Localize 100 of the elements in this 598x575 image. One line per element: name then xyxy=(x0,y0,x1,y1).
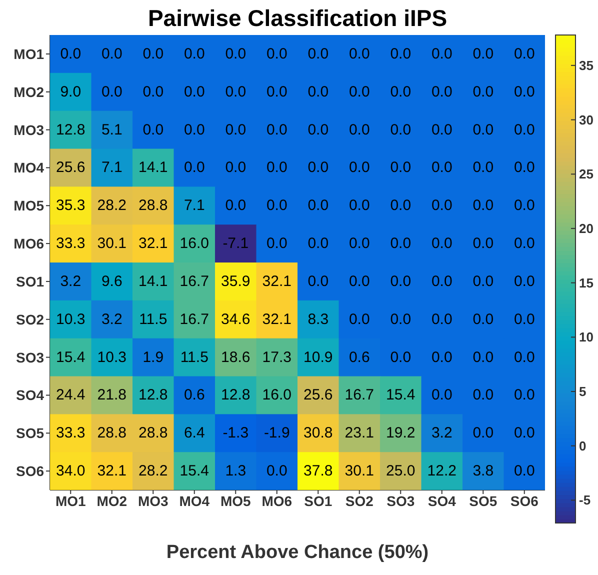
y-tick-label: SO6 xyxy=(16,463,44,480)
data-label: 32.1 xyxy=(138,235,168,252)
color-bar-label: 15 xyxy=(579,275,594,290)
data-label: 6.4 xyxy=(184,424,205,442)
data-label: 34.6 xyxy=(221,310,250,328)
data-label: 0.0 xyxy=(431,348,452,366)
x-tick-label: MO4 xyxy=(179,492,210,509)
x-tick-label: MO6 xyxy=(262,492,292,509)
data-label: 1.3 xyxy=(225,462,246,480)
data-label: 11.5 xyxy=(180,348,208,366)
data-label: 0.0 xyxy=(514,386,535,404)
y-tick-label: MO4 xyxy=(14,160,44,176)
x-tick-label: SO1 xyxy=(304,492,332,509)
data-label: 0.0 xyxy=(472,272,494,290)
data-label: 14.1 xyxy=(138,272,168,290)
data-label: 10.9 xyxy=(304,348,333,366)
data-label: 0.0 xyxy=(390,348,412,366)
x-tick-label: SO2 xyxy=(345,492,374,509)
data-label: 21.8 xyxy=(97,386,126,404)
data-label: 3.8 xyxy=(472,462,494,480)
data-label: 0.0 xyxy=(348,235,370,252)
data-label: 0.0 xyxy=(431,159,452,176)
data-label: 32.1 xyxy=(97,462,126,480)
color-bar-label: 0 xyxy=(579,438,586,454)
data-label: 0.0 xyxy=(142,45,164,62)
data-label: 30.1 xyxy=(97,235,126,252)
data-label: 30.8 xyxy=(304,424,333,442)
data-label: 12.2 xyxy=(427,462,456,480)
x-tick-label: MO3 xyxy=(138,492,169,509)
data-label: 0.0 xyxy=(390,235,412,252)
data-label: 7.1 xyxy=(101,159,122,176)
data-label: 0.0 xyxy=(472,386,494,404)
data-label: 35.9 xyxy=(221,272,250,290)
x-tick-label: MO1 xyxy=(55,492,86,509)
data-label: 0.0 xyxy=(308,121,329,138)
data-label: 0.0 xyxy=(266,462,288,480)
color-bar-label: 20 xyxy=(579,220,594,236)
data-label: 35.3 xyxy=(56,197,86,214)
x-tick-label: SO6 xyxy=(510,492,539,509)
data-label: 0.0 xyxy=(431,272,452,290)
data-label: 0.0 xyxy=(431,386,452,404)
data-label: 0.0 xyxy=(266,121,288,138)
data-label: 33.3 xyxy=(56,235,86,252)
data-label: 0.0 xyxy=(390,272,412,290)
data-label: 0.0 xyxy=(431,83,452,100)
data-label: 0.0 xyxy=(348,121,370,138)
data-label: 0.0 xyxy=(514,197,535,214)
data-label: 9.6 xyxy=(101,272,122,290)
data-label: 32.1 xyxy=(262,310,292,328)
data-label: 0.0 xyxy=(225,197,246,214)
data-label: 34.0 xyxy=(56,462,86,480)
data-label: 12.8 xyxy=(138,386,168,404)
data-label: 0.0 xyxy=(142,121,164,138)
data-label: -1.3 xyxy=(222,424,249,442)
data-label: 25.0 xyxy=(386,462,416,480)
data-label: 14.1 xyxy=(138,159,168,176)
data-label: 0.0 xyxy=(514,83,535,100)
data-label: 9.0 xyxy=(60,83,82,100)
data-label: 0.0 xyxy=(390,121,412,138)
data-label: 0.0 xyxy=(225,83,246,100)
color-bar-label: 10 xyxy=(579,330,594,345)
data-label: 0.0 xyxy=(514,424,535,442)
data-label: 0.0 xyxy=(514,310,535,328)
data-label: 0.0 xyxy=(431,310,452,328)
data-label: 10.3 xyxy=(97,348,126,366)
data-label: 0.0 xyxy=(348,310,370,328)
data-label: 16.0 xyxy=(180,235,209,252)
data-label: 0.0 xyxy=(184,83,205,100)
data-label: 0.0 xyxy=(431,197,452,214)
data-label: 0.0 xyxy=(266,235,288,252)
data-label: 28.2 xyxy=(97,197,126,214)
data-label: 0.0 xyxy=(266,83,288,100)
data-label: 37.8 xyxy=(304,462,333,480)
y-tick-label: MO1 xyxy=(14,46,44,62)
data-label: 0.0 xyxy=(308,197,329,214)
data-label: 7.1 xyxy=(184,197,205,214)
y-tick-label: MO2 xyxy=(14,84,44,100)
data-label: 0.0 xyxy=(472,121,494,138)
data-label: 0.0 xyxy=(101,83,122,100)
data-label: 17.3 xyxy=(262,348,292,366)
y-tick-label: SO1 xyxy=(16,273,44,290)
data-label: 15.4 xyxy=(180,462,209,480)
data-label: 0.0 xyxy=(472,197,494,214)
data-label: 16.0 xyxy=(262,386,292,404)
data-label: 0.0 xyxy=(514,45,535,62)
data-label: 0.0 xyxy=(348,83,370,100)
data-label: 3.2 xyxy=(60,272,82,290)
data-label: 0.0 xyxy=(472,159,494,176)
data-label: 3.2 xyxy=(101,310,122,328)
data-label: 0.0 xyxy=(308,235,329,252)
x-tick-label: MO5 xyxy=(220,492,252,509)
data-label: 0.0 xyxy=(60,45,82,62)
data-label: 16.7 xyxy=(180,272,209,290)
y-tick-label: SO4 xyxy=(16,387,44,404)
data-label: 0.0 xyxy=(308,83,329,100)
data-label: 28.8 xyxy=(138,197,168,214)
data-label: 0.0 xyxy=(514,348,535,366)
data-label: 3.2 xyxy=(431,424,452,442)
data-label: 8.3 xyxy=(308,310,329,328)
data-label: 30.1 xyxy=(344,462,374,480)
